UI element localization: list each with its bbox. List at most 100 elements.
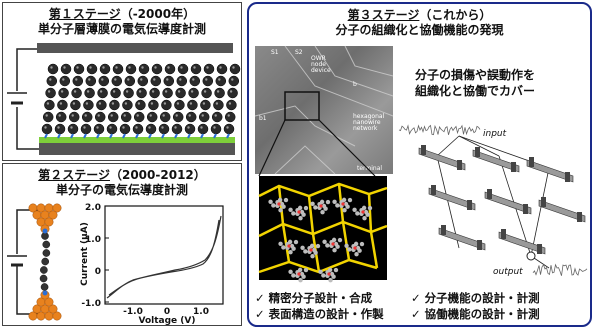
molecule-chain (39, 228, 51, 296)
molecule-bead (60, 63, 72, 75)
cluster-center (277, 202, 281, 206)
bead-highlight (122, 126, 125, 129)
bead-highlight (76, 66, 79, 69)
bead-highlight (83, 126, 86, 129)
bead-highlight (137, 102, 141, 105)
output-label: output (493, 267, 523, 277)
molecule-bead (203, 63, 215, 75)
molecule-bead (145, 123, 157, 135)
bead-highlight (203, 90, 207, 93)
cluster-atom (310, 254, 315, 259)
molecule-bead (151, 63, 163, 75)
bead-highlight (60, 90, 64, 93)
bead-highlight (101, 78, 104, 81)
bead-highlight (62, 78, 65, 81)
cluster-atom (322, 239, 327, 244)
bead-highlight (72, 102, 76, 105)
y-axis-ticks: 2.0 1.0 0 -1.0 (81, 203, 109, 309)
bead-highlight (114, 78, 117, 81)
molecule-bead (189, 75, 201, 87)
cluster-atom (332, 248, 337, 253)
bead-highlight (202, 102, 206, 105)
iv-curve-plot: 2.0 1.0 0 -1.0 -1.0 0 1.0 Voltage (V) Cu… (80, 203, 224, 326)
molecule-bead (47, 63, 59, 75)
molecule-bead (162, 87, 173, 99)
anchor-group (148, 133, 152, 139)
molecule-bead (98, 75, 110, 87)
cluster-atom (333, 267, 339, 273)
cluster-atom (288, 269, 293, 274)
anchor-group (109, 133, 113, 139)
molecule-bead (138, 63, 150, 75)
gold-atom (52, 311, 62, 321)
stage3-title: 第３ステージ（これから） (347, 8, 492, 22)
input-waveform (398, 124, 481, 136)
cluster-atom (345, 204, 350, 209)
bead-highlight (219, 66, 222, 69)
svg-text:network: network (353, 125, 378, 132)
x-axis-label: Voltage (V) (139, 316, 196, 326)
molecule-bead (149, 87, 160, 99)
caption-line1: 分子の損傷や誤動作を (415, 68, 536, 82)
molecule-bead (171, 123, 183, 135)
bead-highlight (85, 102, 89, 105)
cluster-center (309, 248, 313, 252)
molecule-bead (229, 63, 241, 75)
bead-highlight (99, 90, 103, 93)
cluster-atom (303, 267, 309, 273)
molecule-bead (227, 87, 238, 99)
molecule-bead (72, 75, 84, 87)
bead-highlight (189, 102, 193, 105)
molecule-bead (159, 111, 171, 123)
cluster-atom (331, 237, 337, 243)
molecule-bead (188, 87, 199, 99)
cluster-atom (291, 211, 296, 216)
cluster-atom (344, 243, 349, 248)
molecule-bead (135, 99, 146, 111)
svg-text:hexagonal: hexagonal (353, 113, 385, 120)
cluster-atom (320, 210, 325, 215)
cluster-atom (354, 252, 359, 257)
molecule-bead (97, 87, 108, 99)
cluster-atom (293, 239, 299, 245)
molecule-bead (176, 75, 188, 87)
bead-highlight (167, 66, 170, 69)
ytick-label: 2.0 (85, 203, 101, 213)
x-axis-ticks: -1.0 0 1.0 (123, 307, 209, 317)
svg-text:nanowire: nanowire (353, 119, 381, 126)
molecule-layer (41, 63, 241, 139)
zoom-box (284, 91, 320, 121)
cluster-atom (342, 208, 347, 213)
cluster-atom (335, 203, 340, 208)
gold-atom (48, 304, 58, 314)
cluster-atom (300, 245, 305, 250)
cluster-atom (303, 249, 308, 254)
molecule-bead (93, 123, 105, 135)
molecule-bead (228, 75, 240, 87)
gold-electrode-top (28, 203, 62, 234)
molecular-network-image (258, 176, 388, 283)
bead-highlight (128, 66, 131, 69)
svg-text:OWR: OWR (311, 55, 326, 62)
zoom-lines (258, 119, 376, 177)
bead-highlight (215, 102, 219, 105)
cluster-center (331, 242, 335, 246)
input-label: input (483, 129, 507, 139)
chain-bead (42, 240, 51, 249)
cluster-atom (359, 241, 365, 247)
anchor-group (174, 133, 178, 139)
bead-highlight (141, 66, 144, 69)
molecule-bead (175, 87, 186, 99)
cluster-atom (303, 205, 309, 211)
stage2-panel: 第２ステージ（2000-2012） 単分子の電気伝導度計測 2.0 1.0 0 … (2, 163, 242, 326)
bead-highlight (47, 90, 51, 93)
bead-highlight (86, 90, 90, 93)
cluster-center (319, 204, 323, 208)
bead-highlight (140, 78, 143, 81)
molecule-bead (96, 99, 107, 111)
anchor-group (96, 133, 100, 139)
bottom-electrode (39, 143, 235, 155)
molecule-bead (112, 63, 124, 75)
bead-highlight (193, 66, 196, 69)
molecule-bead (133, 111, 145, 123)
